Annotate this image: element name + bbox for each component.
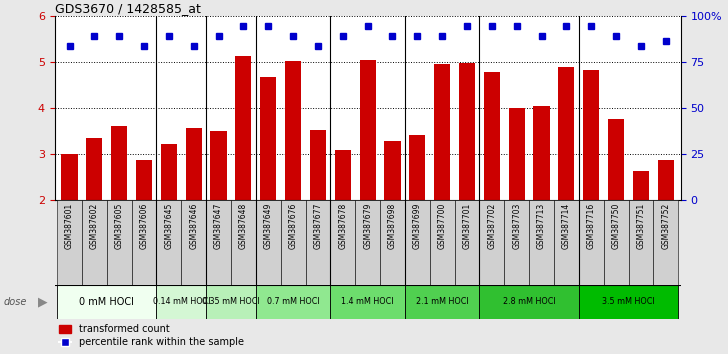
Bar bbox=[285, 61, 301, 200]
Bar bbox=[331, 200, 355, 285]
Text: GSM387679: GSM387679 bbox=[363, 202, 372, 249]
Bar bbox=[480, 285, 579, 319]
Text: GSM387645: GSM387645 bbox=[165, 202, 173, 249]
Bar bbox=[57, 200, 82, 285]
Bar bbox=[430, 200, 454, 285]
Bar bbox=[409, 135, 425, 200]
Text: GSM387605: GSM387605 bbox=[115, 202, 124, 249]
Bar bbox=[306, 200, 331, 285]
Text: GSM387713: GSM387713 bbox=[537, 202, 546, 249]
Bar bbox=[157, 285, 206, 319]
Bar bbox=[161, 144, 177, 200]
Bar bbox=[136, 160, 152, 200]
Text: GSM387703: GSM387703 bbox=[513, 202, 521, 249]
Text: GSM387699: GSM387699 bbox=[413, 202, 422, 249]
Bar bbox=[181, 200, 206, 285]
Text: GSM387700: GSM387700 bbox=[438, 202, 447, 249]
Bar bbox=[529, 200, 554, 285]
Bar bbox=[653, 200, 678, 285]
Text: GSM387601: GSM387601 bbox=[65, 202, 74, 249]
Text: 0 mM HOCl: 0 mM HOCl bbox=[79, 297, 134, 307]
Text: GSM387649: GSM387649 bbox=[264, 202, 273, 249]
Text: GSM387714: GSM387714 bbox=[562, 202, 571, 249]
Text: ▶: ▶ bbox=[38, 295, 47, 308]
Bar bbox=[454, 200, 480, 285]
Bar bbox=[132, 200, 157, 285]
Bar bbox=[405, 200, 430, 285]
Bar bbox=[509, 108, 525, 200]
Text: GDS3670 / 1428585_at: GDS3670 / 1428585_at bbox=[55, 2, 200, 15]
Bar bbox=[57, 285, 157, 319]
Bar bbox=[355, 200, 380, 285]
Bar bbox=[579, 285, 678, 319]
Bar bbox=[360, 59, 376, 200]
Text: GSM387751: GSM387751 bbox=[636, 202, 646, 249]
Bar bbox=[61, 154, 78, 200]
Text: GSM387698: GSM387698 bbox=[388, 202, 397, 249]
Bar bbox=[256, 200, 281, 285]
Bar bbox=[256, 285, 331, 319]
Bar bbox=[628, 200, 653, 285]
Legend: transformed count, percentile rank within the sample: transformed count, percentile rank withi… bbox=[60, 325, 244, 347]
Bar bbox=[604, 200, 628, 285]
Bar bbox=[235, 56, 251, 200]
Text: GSM387606: GSM387606 bbox=[140, 202, 149, 249]
Text: GSM387646: GSM387646 bbox=[189, 202, 198, 249]
Text: GSM387701: GSM387701 bbox=[462, 202, 472, 249]
Text: 1.4 mM HOCl: 1.4 mM HOCl bbox=[341, 297, 394, 306]
Bar bbox=[558, 67, 574, 200]
Bar bbox=[380, 200, 405, 285]
Bar bbox=[608, 119, 624, 200]
Text: 3.5 mM HOCl: 3.5 mM HOCl bbox=[602, 297, 654, 306]
Text: GSM387750: GSM387750 bbox=[612, 202, 620, 249]
Text: GSM387676: GSM387676 bbox=[288, 202, 298, 249]
Text: GSM387752: GSM387752 bbox=[661, 202, 670, 249]
Bar bbox=[583, 70, 599, 200]
Text: 2.1 mM HOCl: 2.1 mM HOCl bbox=[416, 297, 469, 306]
Bar bbox=[534, 106, 550, 200]
Bar bbox=[405, 285, 480, 319]
Text: GSM387678: GSM387678 bbox=[339, 202, 347, 249]
Bar bbox=[206, 200, 231, 285]
Text: GSM387716: GSM387716 bbox=[587, 202, 596, 249]
Bar bbox=[657, 160, 674, 200]
Bar bbox=[459, 63, 475, 200]
Text: 0.7 mM HOCl: 0.7 mM HOCl bbox=[266, 297, 320, 306]
Bar bbox=[554, 200, 579, 285]
Bar bbox=[434, 64, 450, 200]
Bar bbox=[331, 285, 405, 319]
Text: dose: dose bbox=[4, 297, 27, 307]
Bar bbox=[210, 131, 226, 200]
Bar bbox=[579, 200, 604, 285]
Bar bbox=[206, 285, 256, 319]
Text: 0.14 mM HOCl: 0.14 mM HOCl bbox=[153, 297, 210, 306]
Bar bbox=[384, 141, 400, 200]
Text: GSM387602: GSM387602 bbox=[90, 202, 99, 249]
Bar bbox=[480, 200, 505, 285]
Bar bbox=[157, 200, 181, 285]
Bar bbox=[484, 72, 500, 200]
Bar bbox=[87, 138, 103, 200]
Bar bbox=[633, 171, 649, 200]
Bar bbox=[231, 200, 256, 285]
Text: 0.35 mM HOCl: 0.35 mM HOCl bbox=[202, 297, 260, 306]
Bar bbox=[82, 200, 107, 285]
Bar bbox=[505, 200, 529, 285]
Text: GSM387647: GSM387647 bbox=[214, 202, 223, 249]
Bar bbox=[281, 200, 306, 285]
Text: GSM387648: GSM387648 bbox=[239, 202, 248, 249]
Text: 2.8 mM HOCl: 2.8 mM HOCl bbox=[503, 297, 555, 306]
Bar bbox=[310, 130, 326, 200]
Bar bbox=[107, 200, 132, 285]
Text: GSM387702: GSM387702 bbox=[487, 202, 496, 249]
Bar bbox=[260, 77, 277, 200]
Bar bbox=[186, 128, 202, 200]
Bar bbox=[111, 126, 127, 200]
Bar bbox=[335, 150, 351, 200]
Text: GSM387677: GSM387677 bbox=[314, 202, 323, 249]
